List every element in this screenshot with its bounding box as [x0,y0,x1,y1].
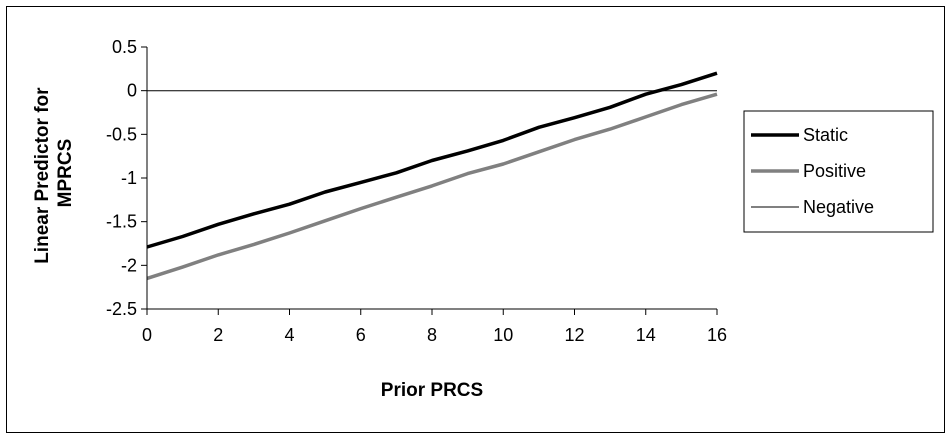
legend: Static Positive Negative [743,110,934,233]
x-tick-label: 2 [213,325,223,345]
x-tick-label: 16 [707,325,727,345]
x-tick-label: 14 [636,325,656,345]
y-axis-title-line-1: Linear Predictor for [32,87,53,264]
y-tick-label: -2.5 [106,299,137,319]
y-tick-label: -2 [121,255,137,275]
y-tick-label: -1.5 [106,212,137,232]
legend-label-negative: Negative [803,197,874,217]
legend-label-static: Static [803,125,848,145]
x-tick-label: 12 [564,325,584,345]
series-line-static [146,71,718,249]
line-chart: 0.50-0.5-1-1.5-2-2.50 2 4 6 8 10 12 14 16 Prior … [32,37,934,401]
legend-label-positive: Positive [803,161,866,181]
x-tick-label: 6 [356,325,366,345]
y-tick-label: 0 [127,81,137,101]
x-axis-title: Prior PRCS [381,380,483,401]
axes: 0.50-0.5-1-1.5-2-2.50 2 4 6 8 10 12 14 16 [106,37,727,345]
y-axis-title-line-2: MPRCS [55,139,76,208]
x-tick-label: 4 [284,325,294,345]
y-axis-title: Linear Predictor for MPRCS [32,82,76,264]
x-tick-label: 0 [142,325,152,345]
y-tick-label: -0.5 [106,124,137,144]
y-tick-label: 0.5 [112,37,137,57]
x-tick-label: 10 [493,325,513,345]
series-line-positive [146,92,718,281]
chart-area: 0.5 0 -0.5 -1 -1.5 -2 -2.5 0 2 4 6 8 10 12 14 16 Prior … [6,6,945,433]
y-tick-label: -1 [121,168,137,188]
x-tick-label: 8 [427,325,437,345]
plot-area [146,71,718,281]
